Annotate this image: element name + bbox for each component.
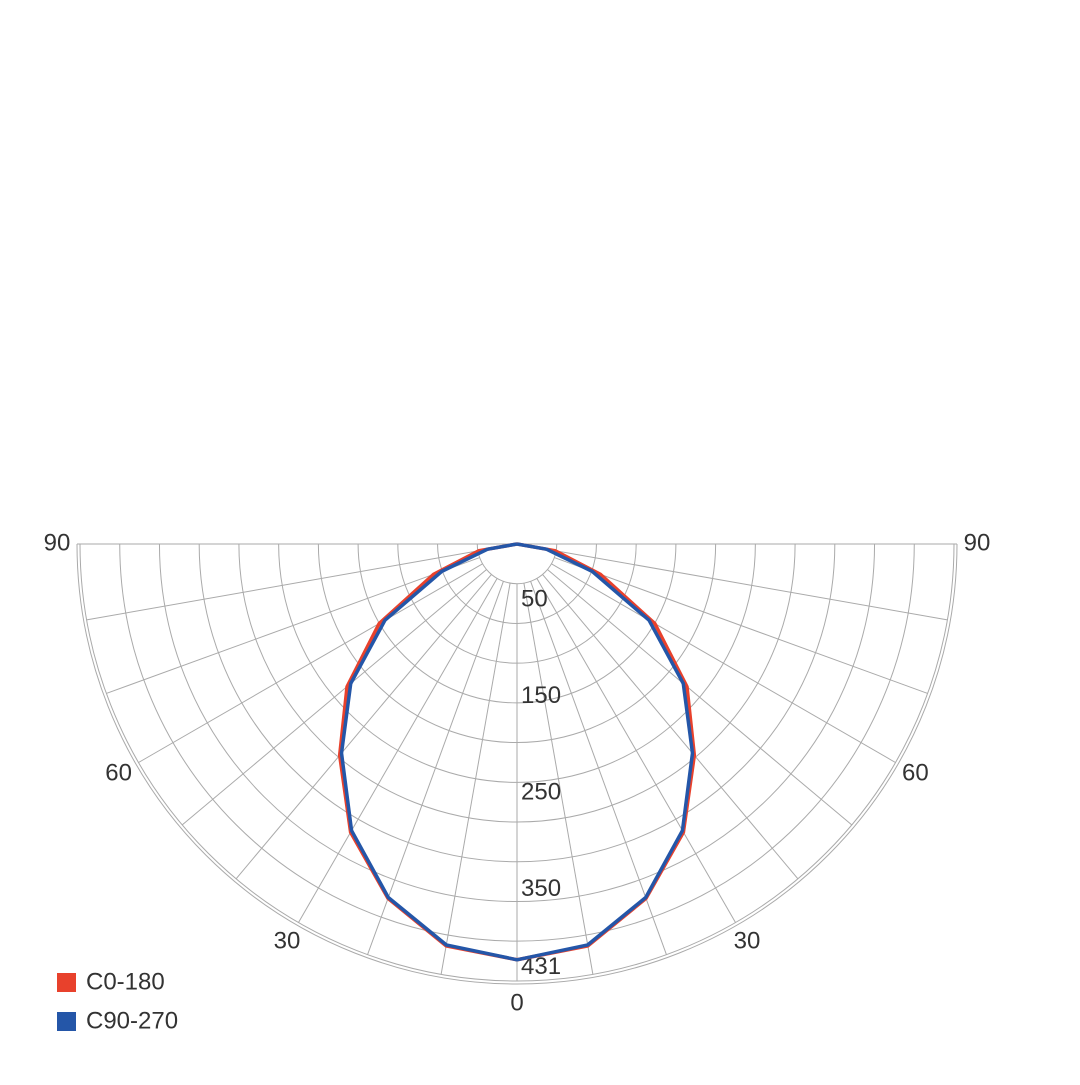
series-line — [339, 542, 695, 962]
spoke — [106, 557, 480, 694]
radial-tick-label: 350 — [521, 875, 561, 902]
angle-tick-label: 90 — [44, 529, 71, 556]
spoke — [530, 581, 667, 955]
angle-tick-label: 60 — [902, 759, 929, 786]
radial-tick-label: 150 — [521, 682, 561, 709]
spoke — [86, 550, 478, 621]
spoke — [138, 563, 483, 763]
angle-tick-label: 90 — [964, 529, 991, 556]
angle-tick-label: 30 — [734, 928, 761, 955]
legend-label: C0-180 — [86, 968, 165, 995]
spoke — [542, 574, 799, 880]
spoke — [551, 563, 896, 763]
spoke — [547, 569, 853, 826]
spoke — [367, 581, 504, 955]
spoke — [556, 550, 948, 621]
radial-tick-label: 50 — [521, 586, 548, 613]
angle-tick-label: 60 — [105, 759, 132, 786]
spoke — [523, 583, 594, 975]
angle-tick-label: 30 — [274, 928, 301, 955]
legend-swatch — [57, 1012, 76, 1031]
outer-ring — [76, 543, 958, 985]
spoke — [536, 578, 736, 923]
ring — [476, 543, 558, 585]
legend-swatch — [57, 973, 76, 992]
angle-tick-label: 0 — [510, 989, 523, 1016]
spoke — [181, 569, 487, 826]
spoke — [235, 574, 492, 880]
spoke — [298, 578, 498, 923]
spoke — [554, 557, 928, 694]
legend-label: C90-270 — [86, 1007, 178, 1034]
spoke — [440, 583, 511, 975]
radial-tick-label: 250 — [521, 779, 561, 806]
